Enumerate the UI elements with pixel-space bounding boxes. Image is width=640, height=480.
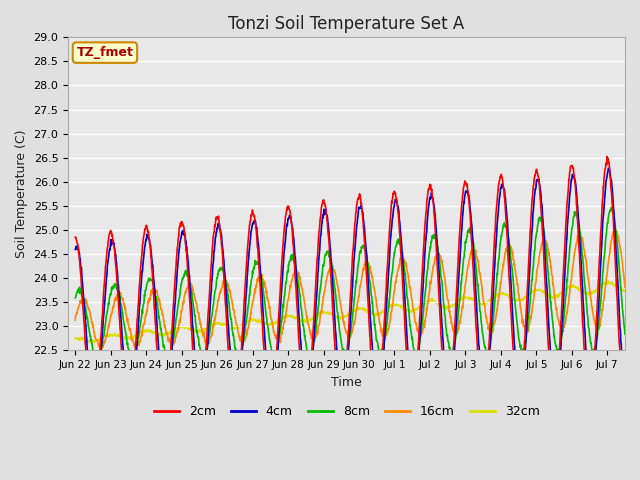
Y-axis label: Soil Temperature (C): Soil Temperature (C) (15, 130, 28, 258)
X-axis label: Time: Time (332, 376, 362, 389)
Text: TZ_fmet: TZ_fmet (77, 46, 133, 59)
Legend: 2cm, 4cm, 8cm, 16cm, 32cm: 2cm, 4cm, 8cm, 16cm, 32cm (148, 400, 545, 423)
Title: Tonzi Soil Temperature Set A: Tonzi Soil Temperature Set A (228, 15, 465, 33)
